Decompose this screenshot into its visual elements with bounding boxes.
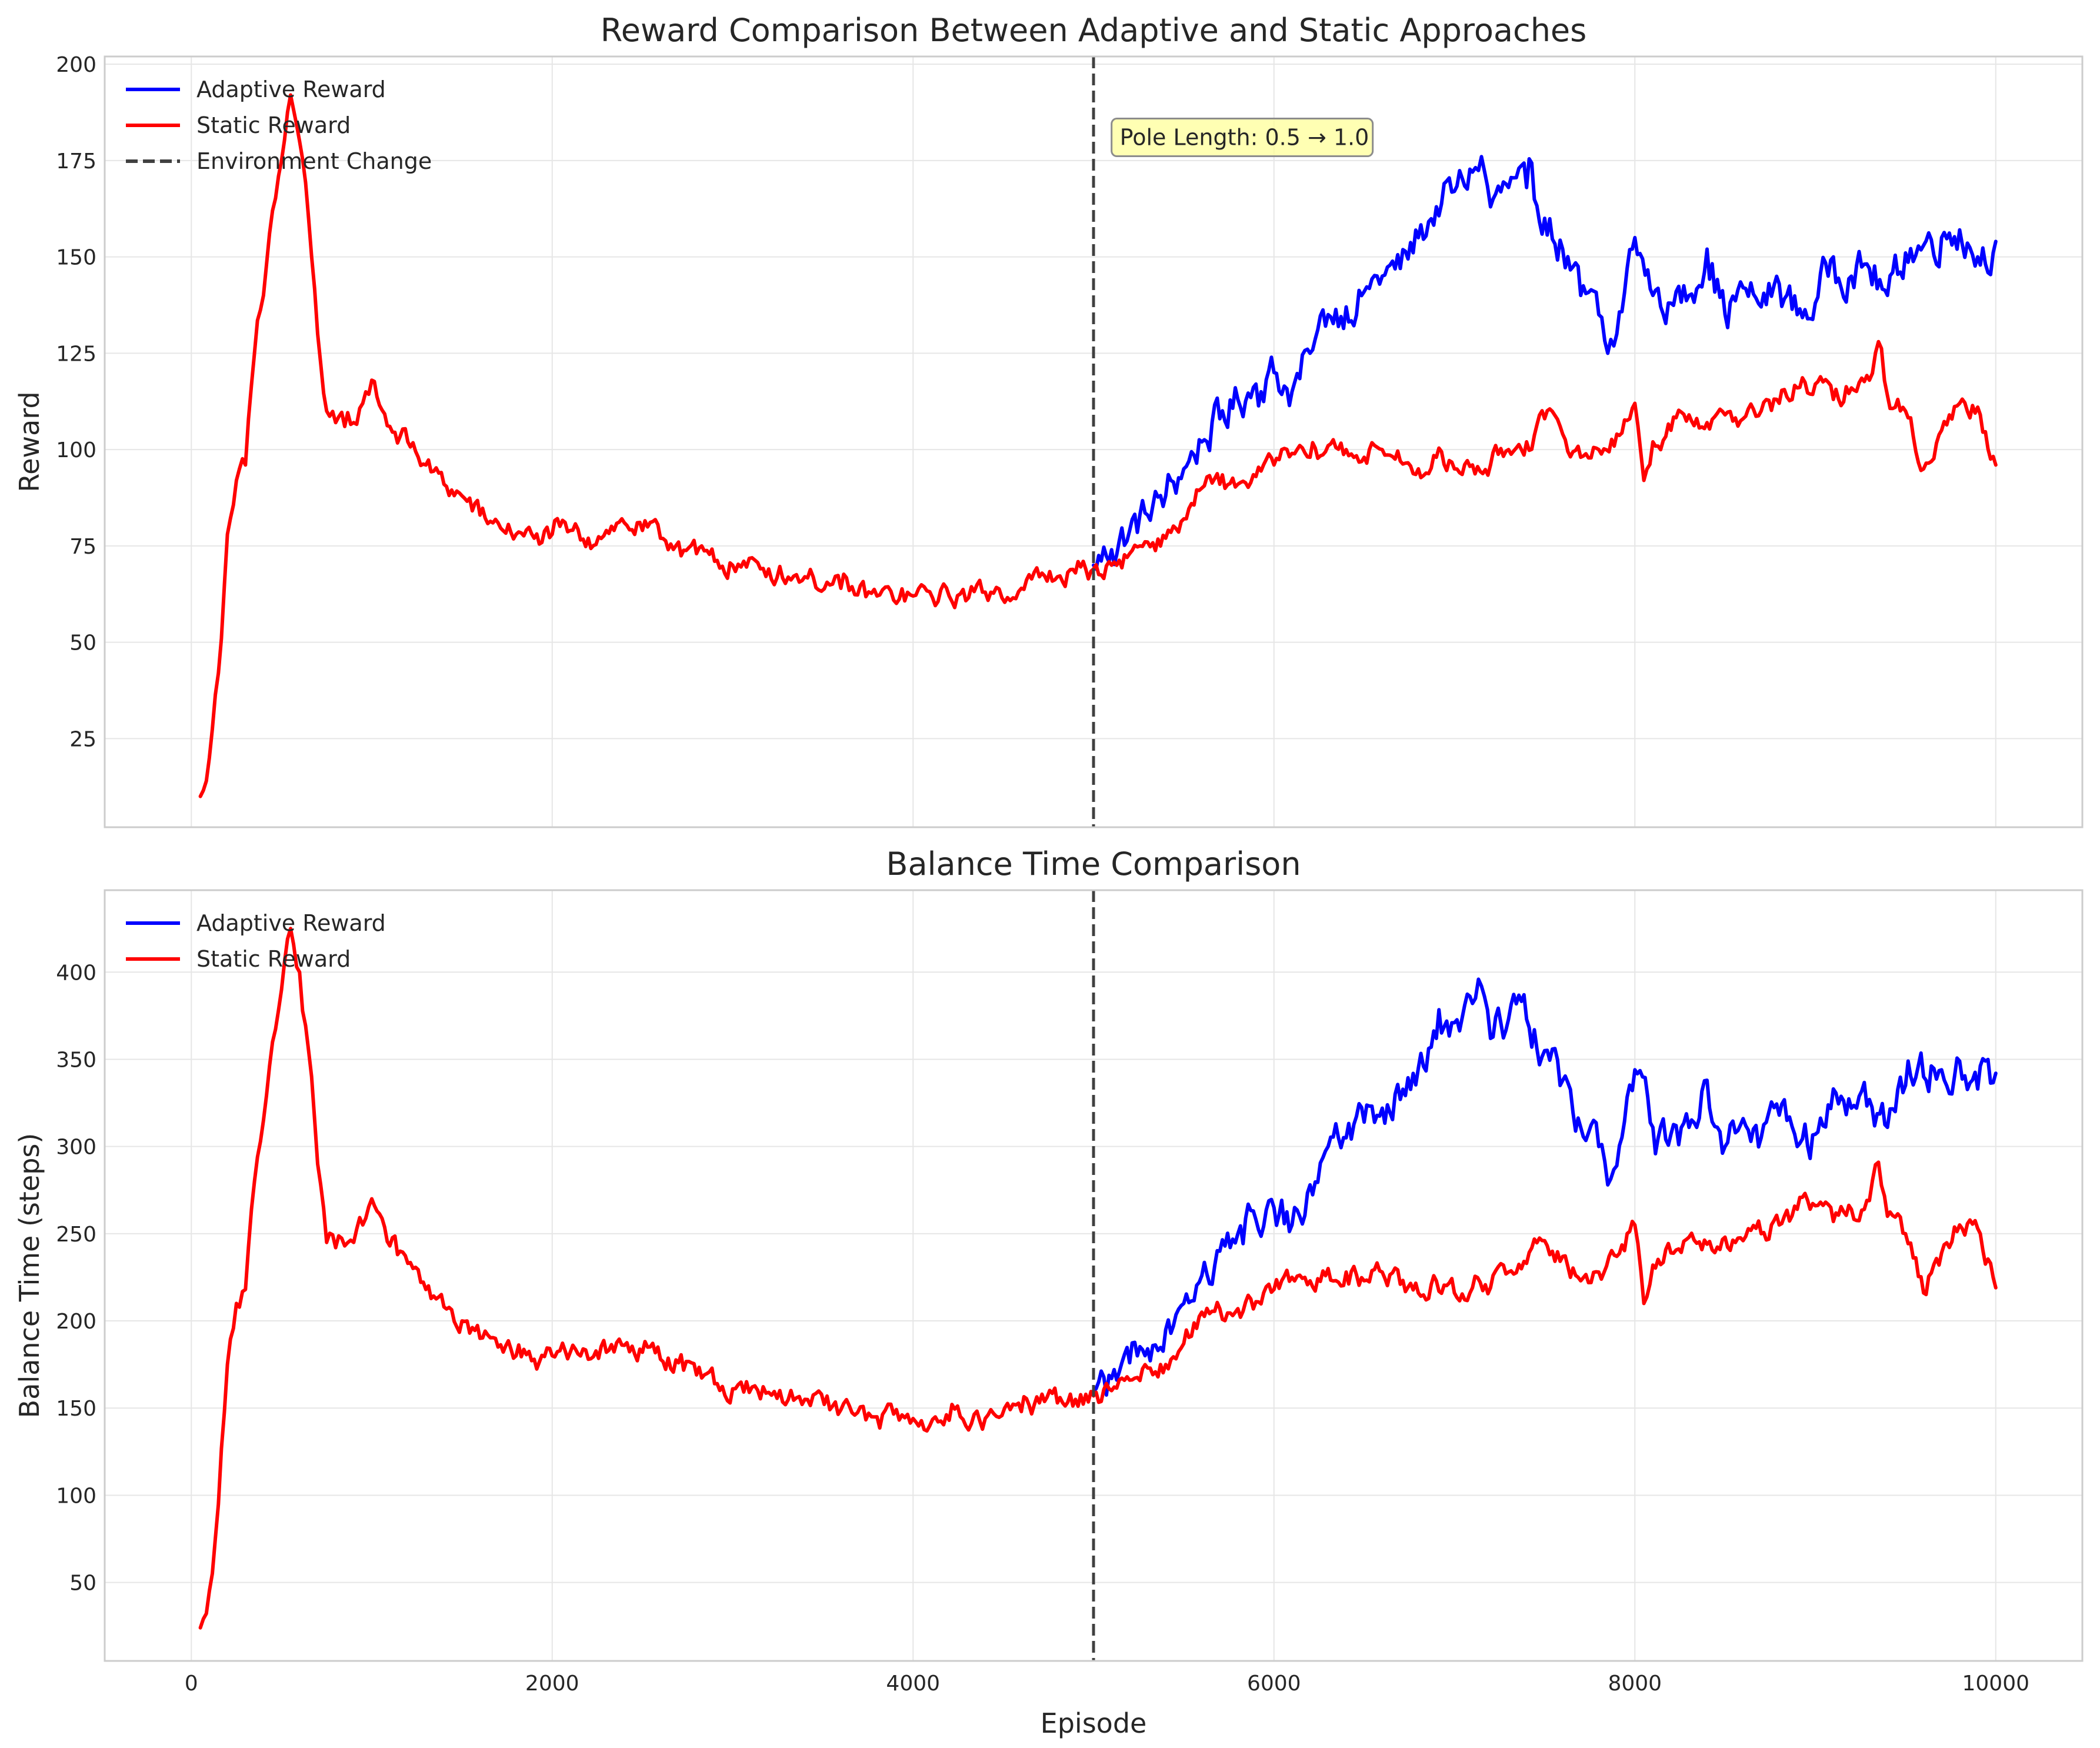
- legend-label: Environment Change: [196, 148, 432, 174]
- x-tick-label: 6000: [1247, 1672, 1301, 1696]
- y-tick-label: 350: [56, 1048, 96, 1072]
- axes-frame: [104, 55, 2084, 828]
- x-axis-label: Episode: [1041, 1707, 1147, 1739]
- legend: Adaptive Reward Static Reward: [126, 910, 386, 972]
- legend-label: Static Reward: [196, 946, 351, 972]
- y-tick-label: 50: [69, 631, 96, 655]
- legend: Adaptive Reward Static Reward Environment …: [126, 76, 432, 174]
- y-tick-label: 400: [56, 961, 96, 985]
- y-tick-label: 175: [56, 149, 96, 174]
- reward-chart-panel: 25 50 75 100 125 150 175 200 Reward Comparison B…: [14, 12, 2084, 828]
- y-tick-label: 200: [56, 53, 96, 77]
- y-tick-label: 125: [56, 342, 96, 366]
- y-tick-label: 100: [56, 1484, 96, 1508]
- y-tick-label: 300: [56, 1136, 96, 1160]
- y-tick-label: 150: [56, 246, 96, 270]
- legend-label: Static Reward: [196, 112, 351, 138]
- y-tick-label: 75: [69, 535, 96, 559]
- x-tick-label: 2000: [525, 1672, 579, 1696]
- series-group: [198, 927, 1998, 1630]
- legend-label: Adaptive Reward: [196, 76, 386, 102]
- axes-frame: [104, 889, 2084, 1662]
- x-tick-label: 4000: [886, 1672, 940, 1696]
- static-reward-line: [198, 927, 1998, 1630]
- x-tick-label: 8000: [1608, 1672, 1662, 1696]
- y-tick-label: 100: [56, 438, 96, 462]
- series-group: [198, 93, 1998, 798]
- y-tick-label: 25: [69, 727, 96, 751]
- x-tick-label: 0: [185, 1672, 198, 1696]
- y-axis-label: Balance Time (steps): [14, 1133, 45, 1419]
- x-tick-label: 10000: [1962, 1672, 2029, 1696]
- y-tick-label: 50: [69, 1571, 96, 1596]
- chart-title: Reward Comparison Between Adaptive and S…: [601, 12, 1587, 49]
- y-tick-label: 250: [56, 1223, 96, 1247]
- adaptive-reward-line: [1092, 155, 1998, 571]
- annotation-box: [1111, 118, 1374, 158]
- adaptive-reward-line: [1092, 977, 1998, 1397]
- chart-title: Balance Time Comparison: [886, 845, 1301, 883]
- static-reward-line: [198, 93, 1998, 798]
- y-tick-label: 200: [56, 1310, 96, 1334]
- y-tick-label: 150: [56, 1397, 96, 1421]
- annotation-text: Pole Length: 0.5 → 1.0: [1120, 125, 1369, 151]
- legend-label: Adaptive Reward: [196, 910, 386, 936]
- y-axis-label: Reward: [14, 391, 45, 492]
